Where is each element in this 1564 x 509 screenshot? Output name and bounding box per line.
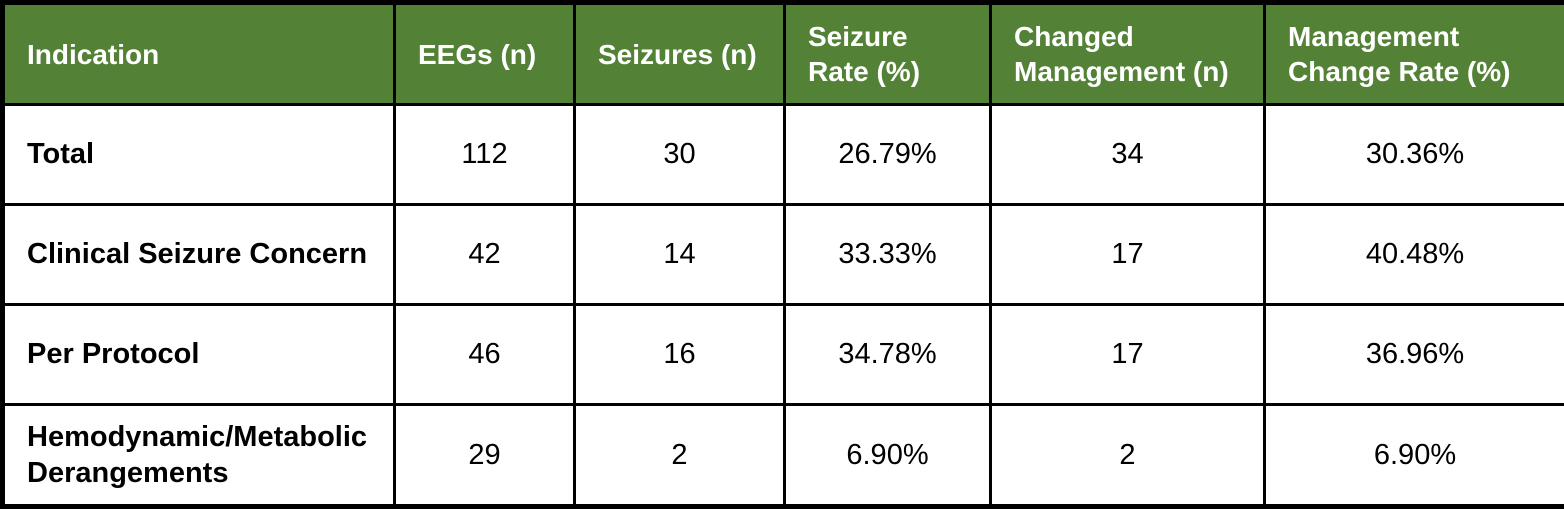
cell-indication: Clinical Seizure Concern [3, 205, 395, 305]
cell-management-change-rate: 30.36% [1265, 105, 1564, 205]
cell-seizures: 16 [575, 305, 785, 405]
header-cell-management-change-rate: Management Change Rate (%) [1265, 3, 1564, 105]
header-cell-seizures: Seizures (n) [575, 3, 785, 105]
cell-eegs: 46 [395, 305, 575, 405]
header-cell-indication: Indication [3, 3, 395, 105]
cell-management-change-rate: 36.96% [1265, 305, 1564, 405]
cell-seizure-rate: 6.90% [785, 405, 991, 507]
cell-management-change-rate: 40.48% [1265, 205, 1564, 305]
table-row-total: Total 112 30 26.79% 34 30.36% [3, 105, 1564, 205]
cell-eegs: 112 [395, 105, 575, 205]
cell-eegs: 42 [395, 205, 575, 305]
cell-indication: Hemodynamic/Metabolic Derangements [3, 405, 395, 507]
header-cell-eegs: EEGs (n) [395, 3, 575, 105]
table-header-row: Indication EEGs (n) Seizures (n) Seizure… [3, 3, 1564, 105]
cell-seizures: 14 [575, 205, 785, 305]
header-cell-seizure-rate: Seizure Rate (%) [785, 3, 991, 105]
cell-changed-management: 17 [991, 305, 1265, 405]
cell-seizures: 30 [575, 105, 785, 205]
cell-indication: Total [3, 105, 395, 205]
cell-seizure-rate: 26.79% [785, 105, 991, 205]
table-row-clinical-seizure-concern: Clinical Seizure Concern 42 14 33.33% 17… [3, 205, 1564, 305]
cell-seizure-rate: 33.33% [785, 205, 991, 305]
cell-changed-management: 2 [991, 405, 1265, 507]
cell-seizure-rate: 34.78% [785, 305, 991, 405]
cell-management-change-rate: 6.90% [1265, 405, 1564, 507]
table-row-per-protocol: Per Protocol 46 16 34.78% 17 36.96% [3, 305, 1564, 405]
table-row-hemodynamic-metabolic-derangements: Hemodynamic/Metabolic Derangements 29 2 … [3, 405, 1564, 507]
cell-seizures: 2 [575, 405, 785, 507]
cell-changed-management: 34 [991, 105, 1265, 205]
cell-changed-management: 17 [991, 205, 1265, 305]
cell-eegs: 29 [395, 405, 575, 507]
cell-indication: Per Protocol [3, 305, 395, 405]
header-cell-changed-management: Changed Management (n) [991, 3, 1265, 105]
